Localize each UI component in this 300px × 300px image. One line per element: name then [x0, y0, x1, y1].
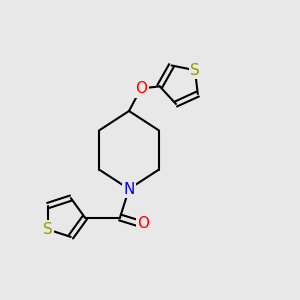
Text: O: O — [135, 81, 147, 96]
Text: N: N — [123, 182, 135, 196]
Text: S: S — [190, 63, 200, 78]
Text: O: O — [137, 216, 149, 231]
Text: S: S — [43, 222, 53, 237]
